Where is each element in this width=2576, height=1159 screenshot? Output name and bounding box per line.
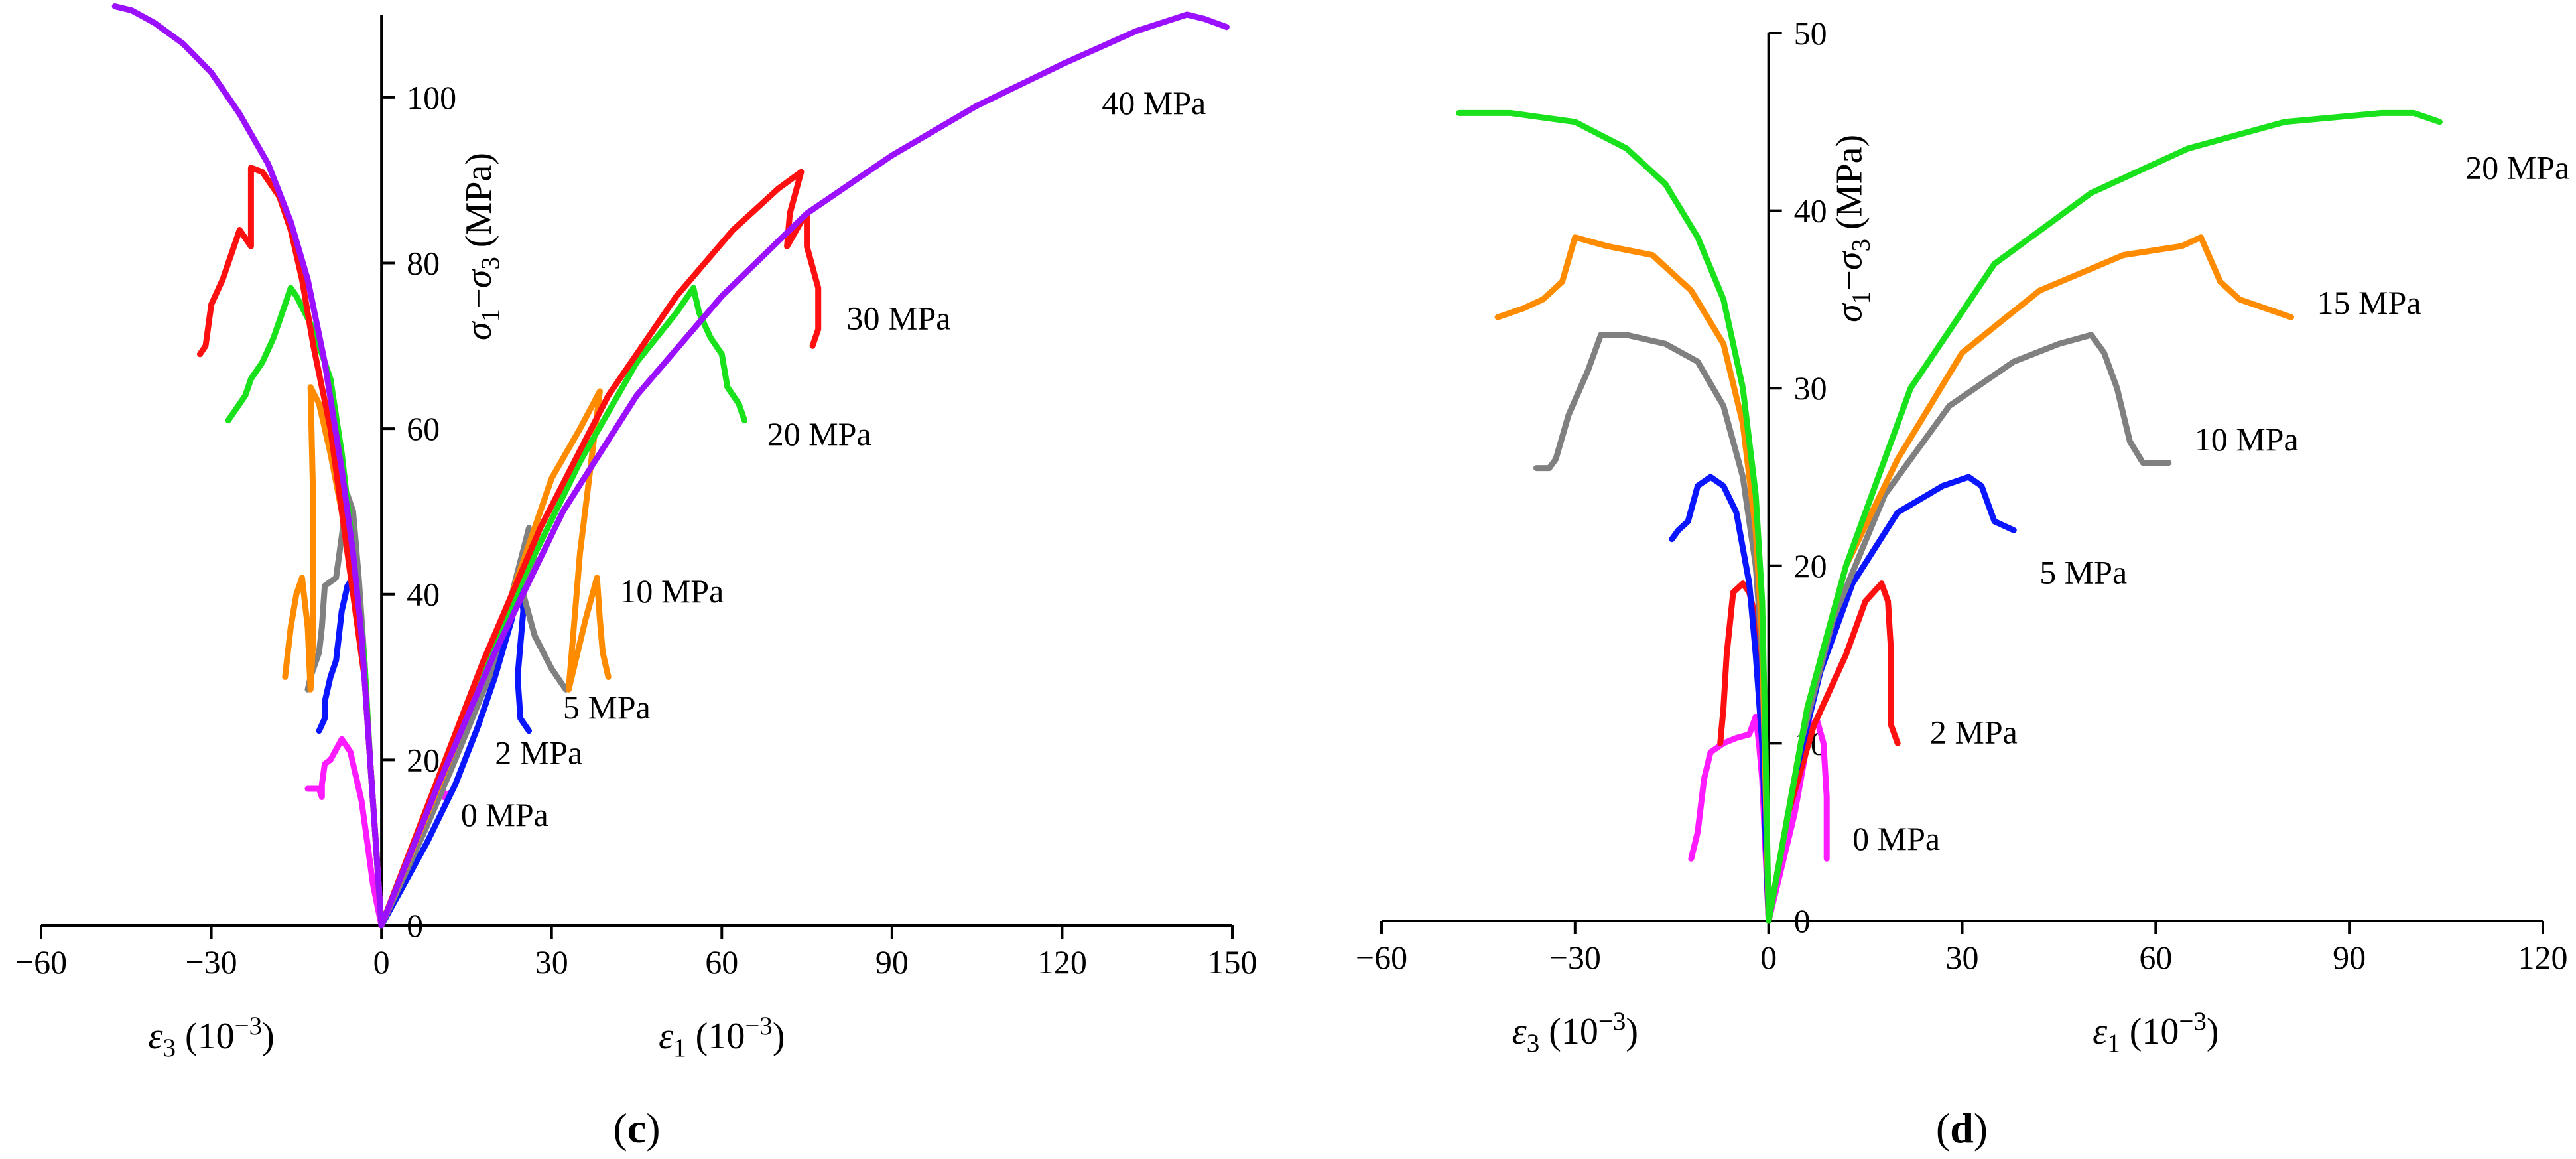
curve-label: 0 MPa bbox=[1852, 820, 1940, 857]
y-axis-title: σ1​−σ3​ (MPa) bbox=[1829, 135, 1876, 322]
y-axis-title: σ1​−σ3​ (MPa) bbox=[458, 153, 505, 340]
y-tick-label: 0 bbox=[1794, 902, 1811, 939]
y-tick-label: 20 bbox=[407, 741, 440, 778]
x-tick-label: 150 bbox=[1208, 943, 1257, 981]
y-tick-label: 40 bbox=[1794, 192, 1827, 230]
series-line-0-mpa-eps3 bbox=[304, 736, 385, 929]
x-axis-title-eps3: ε3​ (10−3​) bbox=[148, 1012, 274, 1062]
chart-panel-c: −60 −30 0 30 60 90 120 150 0 20 40 60 80 100 ε3​ (10−3… bbox=[15, 3, 1257, 1152]
x-tick-label: 0 bbox=[373, 943, 390, 981]
curve-label: 20 MPa bbox=[2465, 149, 2569, 186]
x-tick-label: 0 bbox=[1760, 939, 1777, 976]
series-line-20-mpa-eps3 bbox=[1456, 109, 1772, 924]
series-line-2-mpa-eps1 bbox=[378, 575, 532, 929]
curve-label: 30 MPa bbox=[846, 299, 950, 336]
series-line-40-mpa-eps1 bbox=[378, 11, 1230, 929]
curve-label: 10 MPa bbox=[619, 573, 724, 610]
x-axis-title-eps3: ε3​ (10−3​) bbox=[1512, 1007, 1638, 1057]
x-tick-label: 90 bbox=[875, 943, 909, 981]
panel-label: (d) bbox=[1936, 1105, 1988, 1152]
y-tick-label: 30 bbox=[1794, 370, 1827, 407]
panel-label: (c) bbox=[613, 1105, 660, 1152]
series-line-10-mpa-eps3 bbox=[1533, 332, 1772, 924]
series-line-15-mpa-eps3 bbox=[1494, 234, 1772, 924]
y-tick-label: 60 bbox=[407, 410, 440, 447]
series-line-20-mpa-eps1 bbox=[1766, 109, 2443, 924]
y-tick-label: 0 bbox=[407, 907, 423, 944]
x-tick-label: −60 bbox=[15, 943, 67, 981]
x-axis-title-eps1: ε1​ (10−3​) bbox=[659, 1012, 785, 1062]
x-tick-label: 60 bbox=[2139, 939, 2172, 976]
x-tick-label: 120 bbox=[2518, 939, 2568, 976]
series-line-40-mpa-eps3 bbox=[111, 3, 385, 929]
curve-label: 5 MPa bbox=[2039, 554, 2127, 591]
x-tick-label: 120 bbox=[1037, 943, 1087, 981]
curve-label: 20 MPa bbox=[767, 415, 871, 452]
curve-label: 2 MPa bbox=[495, 734, 582, 772]
x-tick-label: 30 bbox=[535, 943, 568, 981]
curve-label: 10 MPa bbox=[2195, 421, 2299, 458]
series-line-30-mpa-eps1 bbox=[378, 169, 822, 929]
series-line-0-mpa-eps3 bbox=[1688, 713, 1772, 924]
y-tick-label: 40 bbox=[407, 576, 440, 613]
x-tick-label: −30 bbox=[1549, 939, 1601, 976]
y-tick-label: 50 bbox=[1794, 15, 1827, 52]
x-tick-label: −60 bbox=[1356, 939, 1407, 976]
series-line-2-mpa-eps1 bbox=[1766, 580, 1901, 924]
curve-label: 15 MPa bbox=[2317, 284, 2421, 321]
y-tick-label: 20 bbox=[1794, 547, 1827, 584]
y-tick-label: 80 bbox=[407, 244, 440, 281]
x-tick-label: 30 bbox=[1946, 939, 1979, 976]
y-tick-label: 100 bbox=[407, 79, 456, 116]
x-axis-title-eps1: ε1​ (10−3​) bbox=[2093, 1007, 2219, 1057]
x-tick-label: 90 bbox=[2333, 939, 2366, 976]
x-tick-label: 60 bbox=[705, 943, 738, 981]
x-tick-label: −30 bbox=[185, 943, 237, 981]
curve-label: 2 MPa bbox=[1930, 713, 2018, 750]
curve-label: 5 MPa bbox=[563, 689, 651, 726]
curve-label: 0 MPa bbox=[461, 796, 548, 833]
series-line-0-mpa-eps1 bbox=[1766, 717, 1830, 924]
curve-label: 40 MPa bbox=[1102, 84, 1206, 121]
